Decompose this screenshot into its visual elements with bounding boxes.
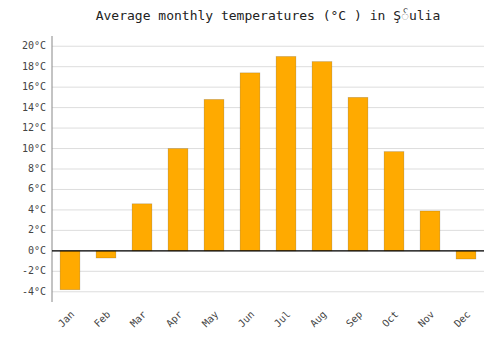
grid-line <box>52 46 484 47</box>
x-tick-label: Jan <box>56 309 77 330</box>
y-tick-label: 18°C <box>22 61 46 72</box>
title: Average monthly temperatures (°C ) in Ş်… <box>96 8 441 23</box>
bar <box>168 149 188 251</box>
y-tick-label: 4°C <box>28 204 46 215</box>
x-tick-label: Dec <box>452 309 473 330</box>
grid-line <box>52 230 484 231</box>
y-tick-label: 12°C <box>22 122 46 133</box>
bar <box>60 251 80 290</box>
y-tick-label: 8°C <box>28 163 46 174</box>
y-tick-label: 10°C <box>22 143 46 154</box>
chart: Average monthly temperatures (°C ) in Ş်… <box>0 0 500 350</box>
x-tick-label: May <box>200 309 221 330</box>
y-tick-label: 20°C <box>22 40 46 51</box>
x-tick-label: Jun <box>236 309 257 330</box>
y-tick-label: 16°C <box>22 81 46 92</box>
x-tick-label: Mar <box>128 309 149 330</box>
grid-line <box>52 271 484 272</box>
grid-line <box>52 148 484 149</box>
x-tick-label: Sep <box>344 309 365 330</box>
grid-line <box>52 128 484 129</box>
grid-line <box>52 169 484 170</box>
bar <box>276 56 296 250</box>
grid-line <box>52 291 484 292</box>
grid <box>52 46 484 292</box>
y-axis-line <box>52 36 53 302</box>
grid-line <box>52 66 484 67</box>
x-tick-label: Apr <box>164 309 185 330</box>
bar <box>240 73 260 251</box>
bar <box>312 62 332 251</box>
x-axis-ticks: Jan Feb Mar Apr May Jun Jul Aug Sep Oct Nov Dec <box>56 309 473 330</box>
x-tick-label: Nov <box>416 309 437 330</box>
bars <box>60 56 476 289</box>
grid-line <box>52 189 484 190</box>
zero-line <box>52 250 484 251</box>
bar <box>96 251 116 258</box>
bar <box>348 97 368 250</box>
bar <box>384 152 404 251</box>
grid-line <box>52 250 484 251</box>
grid-line <box>52 107 484 108</box>
bar <box>204 99 224 250</box>
chart-container: Average monthly temperatures (°C ) in Ş်… <box>0 0 500 350</box>
x-tick-label: Aug <box>308 309 329 330</box>
grid-line <box>52 87 484 88</box>
y-tick-label: -2°C <box>22 265 46 276</box>
y-tick-label: 14°C <box>22 102 46 113</box>
grid-line <box>52 209 484 210</box>
x-tick-label: Oct <box>380 309 401 330</box>
y-axis-ticks: -4°C -2°C 0°C 2°C 4°C 6°C 8°C 10°C 12°C 14°C 16°C 1… <box>22 40 46 297</box>
x-tick-label: Jul <box>272 309 293 330</box>
bar <box>132 204 152 251</box>
y-tick-label: 0°C <box>28 245 46 256</box>
y-tick-label: -4°C <box>22 286 46 297</box>
bar <box>456 251 476 259</box>
bar <box>420 211 440 251</box>
y-tick-label: 6°C <box>28 183 46 194</box>
x-tick-label: Feb <box>92 309 113 330</box>
y-tick-label: 2°C <box>28 224 46 235</box>
